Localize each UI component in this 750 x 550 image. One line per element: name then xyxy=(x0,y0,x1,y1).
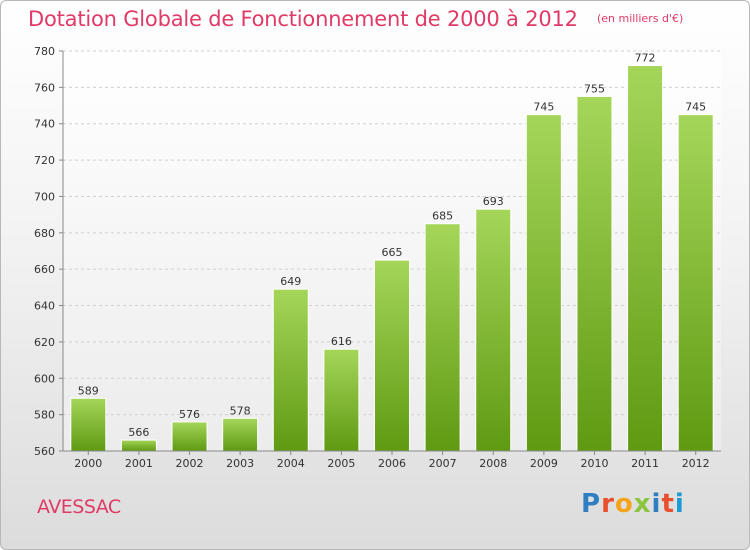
x-tick-label: 2003 xyxy=(226,457,254,470)
logo-letter: t xyxy=(661,489,675,519)
y-tick-label: 560 xyxy=(34,445,55,458)
bar-value-label: 693 xyxy=(483,195,504,208)
chart-subtitle: (en milliers d'€) xyxy=(596,12,684,25)
bar-value-label: 772 xyxy=(635,52,656,65)
bar-value-label: 665 xyxy=(382,246,403,259)
bar xyxy=(120,439,157,452)
labels: 560 580 600 620 640 660 680 700 720 740 760 780 589 2… xyxy=(34,45,710,470)
x-tick-label: 2005 xyxy=(327,457,355,470)
logo-letter: x xyxy=(633,489,652,519)
bar-value-label: 589 xyxy=(78,384,99,397)
bar xyxy=(627,65,664,452)
bar xyxy=(374,259,410,452)
x-tick-label: 2010 xyxy=(580,457,608,470)
bar xyxy=(525,114,562,452)
axes xyxy=(62,51,721,455)
y-tick-label: 620 xyxy=(34,336,55,349)
bar-value-label: 578 xyxy=(230,404,251,417)
y-tick-label: 680 xyxy=(34,227,55,240)
x-tick-label: 2008 xyxy=(479,457,507,470)
logo-letter: r xyxy=(601,489,615,519)
bar-value-label: 576 xyxy=(179,408,200,421)
x-tick-label: 2004 xyxy=(277,457,305,470)
bar xyxy=(171,421,208,452)
y-tick-label: 780 xyxy=(34,45,55,58)
commune-name: AVESSAC xyxy=(37,496,121,518)
logo-letter: P xyxy=(581,489,602,519)
bar-value-label: 616 xyxy=(331,335,352,348)
y-tick-label: 720 xyxy=(34,154,55,167)
bar xyxy=(323,348,360,452)
logo-letter: i xyxy=(651,489,662,519)
y-tick-label: 700 xyxy=(34,190,55,203)
bar-value-label: 685 xyxy=(432,210,453,223)
bar xyxy=(475,208,512,452)
x-tick-label: 2002 xyxy=(176,457,204,470)
bar xyxy=(424,223,461,452)
bar xyxy=(576,95,613,452)
bar-value-label: 745 xyxy=(685,101,706,114)
y-tick-label: 640 xyxy=(34,300,55,313)
bar-value-label: 745 xyxy=(533,101,554,114)
chart-title: Dotation Globale de Fonctionnement de 20… xyxy=(28,7,578,31)
x-tick-label: 2009 xyxy=(530,457,558,470)
logo-letter: o xyxy=(614,489,634,519)
y-tick-label: 580 xyxy=(34,409,55,422)
bars xyxy=(70,65,714,452)
y-tick-label: 660 xyxy=(34,263,55,276)
x-tick-label: 2011 xyxy=(631,457,659,470)
x-tick-label: 2001 xyxy=(125,457,153,470)
bar xyxy=(70,397,107,452)
proxiti-logo: Proxiti xyxy=(581,489,685,519)
title-row: Dotation Globale de Fonctionnement de 20… xyxy=(28,7,683,31)
x-tick-label: 2007 xyxy=(429,457,457,470)
bar-value-label: 566 xyxy=(128,426,149,439)
bar xyxy=(222,417,259,452)
x-tick-label: 2006 xyxy=(378,457,406,470)
x-tick-label: 2012 xyxy=(682,457,710,470)
logo-letter: i xyxy=(674,489,685,519)
x-tick-label: 2000 xyxy=(74,457,102,470)
y-tick-label: 600 xyxy=(34,372,55,385)
bar-value-label: 649 xyxy=(280,275,301,288)
bar-value-label: 755 xyxy=(584,82,605,95)
y-tick-label: 760 xyxy=(34,81,55,94)
bar xyxy=(677,114,714,452)
bar xyxy=(272,288,309,452)
y-tick-label: 740 xyxy=(34,118,55,131)
